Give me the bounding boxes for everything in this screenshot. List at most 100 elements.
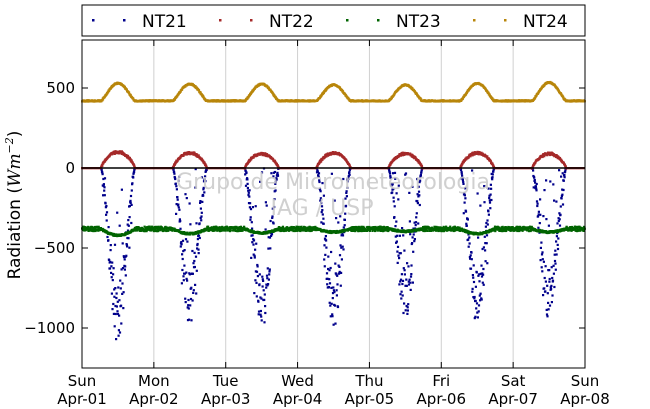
data-point (534, 181, 537, 184)
data-point (126, 229, 130, 232)
data-point (536, 202, 539, 205)
data-point (319, 228, 322, 231)
data-point (329, 266, 332, 270)
data-point (434, 229, 437, 232)
data-point (545, 218, 548, 221)
data-point (193, 151, 196, 154)
data-point (507, 227, 510, 230)
data-point (556, 247, 560, 251)
data-point (111, 261, 114, 264)
data-point (484, 260, 487, 263)
data-point (185, 271, 188, 274)
data-point (200, 215, 203, 218)
data-point (532, 169, 535, 172)
data-point (251, 206, 254, 209)
data-point (558, 224, 562, 227)
data-point (175, 212, 178, 215)
data-point (546, 284, 549, 287)
data-point (339, 244, 342, 247)
data-point (256, 265, 259, 268)
data-point (471, 287, 474, 290)
data-point (123, 86, 126, 89)
data-point (196, 153, 199, 156)
data-point (272, 222, 275, 225)
data-point (417, 185, 420, 188)
data-point (417, 222, 420, 225)
data-point (384, 229, 387, 232)
data-point (328, 269, 331, 272)
data-point (343, 224, 346, 227)
data-point (278, 226, 281, 229)
data-point (554, 262, 557, 265)
data-point (403, 273, 406, 276)
data-point (338, 265, 341, 268)
data-point (416, 202, 419, 205)
grid-lines (153, 40, 514, 368)
data-point (332, 286, 335, 289)
data-point (404, 284, 407, 287)
data-point (407, 303, 410, 306)
data-point (129, 94, 132, 97)
data-point (420, 171, 423, 174)
data-point (269, 219, 272, 223)
data-point (200, 176, 204, 179)
data-point (281, 229, 284, 232)
data-point (194, 283, 197, 286)
data-point (388, 172, 392, 175)
data-point (468, 256, 471, 259)
data-point (188, 202, 191, 205)
data-point (203, 191, 206, 194)
data-point (559, 205, 562, 208)
data-point (320, 221, 323, 224)
data-point (480, 264, 483, 267)
data-point (517, 225, 520, 229)
series-nt24 (81, 80, 586, 103)
data-point (345, 195, 348, 198)
data-point (182, 275, 185, 278)
data-point (255, 270, 259, 273)
data-point (582, 229, 585, 232)
data-point (177, 206, 180, 209)
data-point (191, 249, 194, 253)
data-point (578, 227, 581, 230)
data-point (244, 184, 248, 187)
data-point (183, 264, 186, 267)
data-point (204, 175, 207, 178)
data-point (474, 285, 477, 288)
data-point (546, 154, 549, 157)
data-point (402, 234, 405, 237)
data-point (563, 174, 566, 177)
data-point (489, 183, 492, 186)
data-point (112, 312, 115, 315)
data-point (323, 258, 326, 261)
data-point (104, 202, 107, 205)
data-point (560, 175, 563, 178)
data-point (181, 268, 184, 272)
data-point (199, 216, 202, 220)
data-point (175, 188, 178, 191)
data-point (118, 331, 122, 334)
data-point (123, 256, 126, 259)
data-point (120, 188, 123, 191)
data-point (545, 179, 548, 182)
data-point (201, 200, 204, 203)
data-point (388, 169, 391, 172)
data-point (521, 229, 524, 232)
data-point (462, 182, 465, 185)
data-point (344, 212, 347, 215)
data-point (325, 239, 328, 242)
data-point (335, 217, 338, 220)
data-point (360, 228, 363, 231)
data-point (267, 283, 270, 286)
data-point (197, 89, 201, 92)
data-point (391, 183, 394, 186)
data-point (476, 151, 479, 154)
data-point (392, 196, 395, 199)
data-point (393, 216, 396, 219)
data-point (173, 170, 176, 174)
data-point (480, 275, 484, 278)
data-point (133, 164, 136, 167)
data-point (476, 316, 479, 319)
data-point (347, 175, 350, 178)
data-point (105, 159, 108, 162)
